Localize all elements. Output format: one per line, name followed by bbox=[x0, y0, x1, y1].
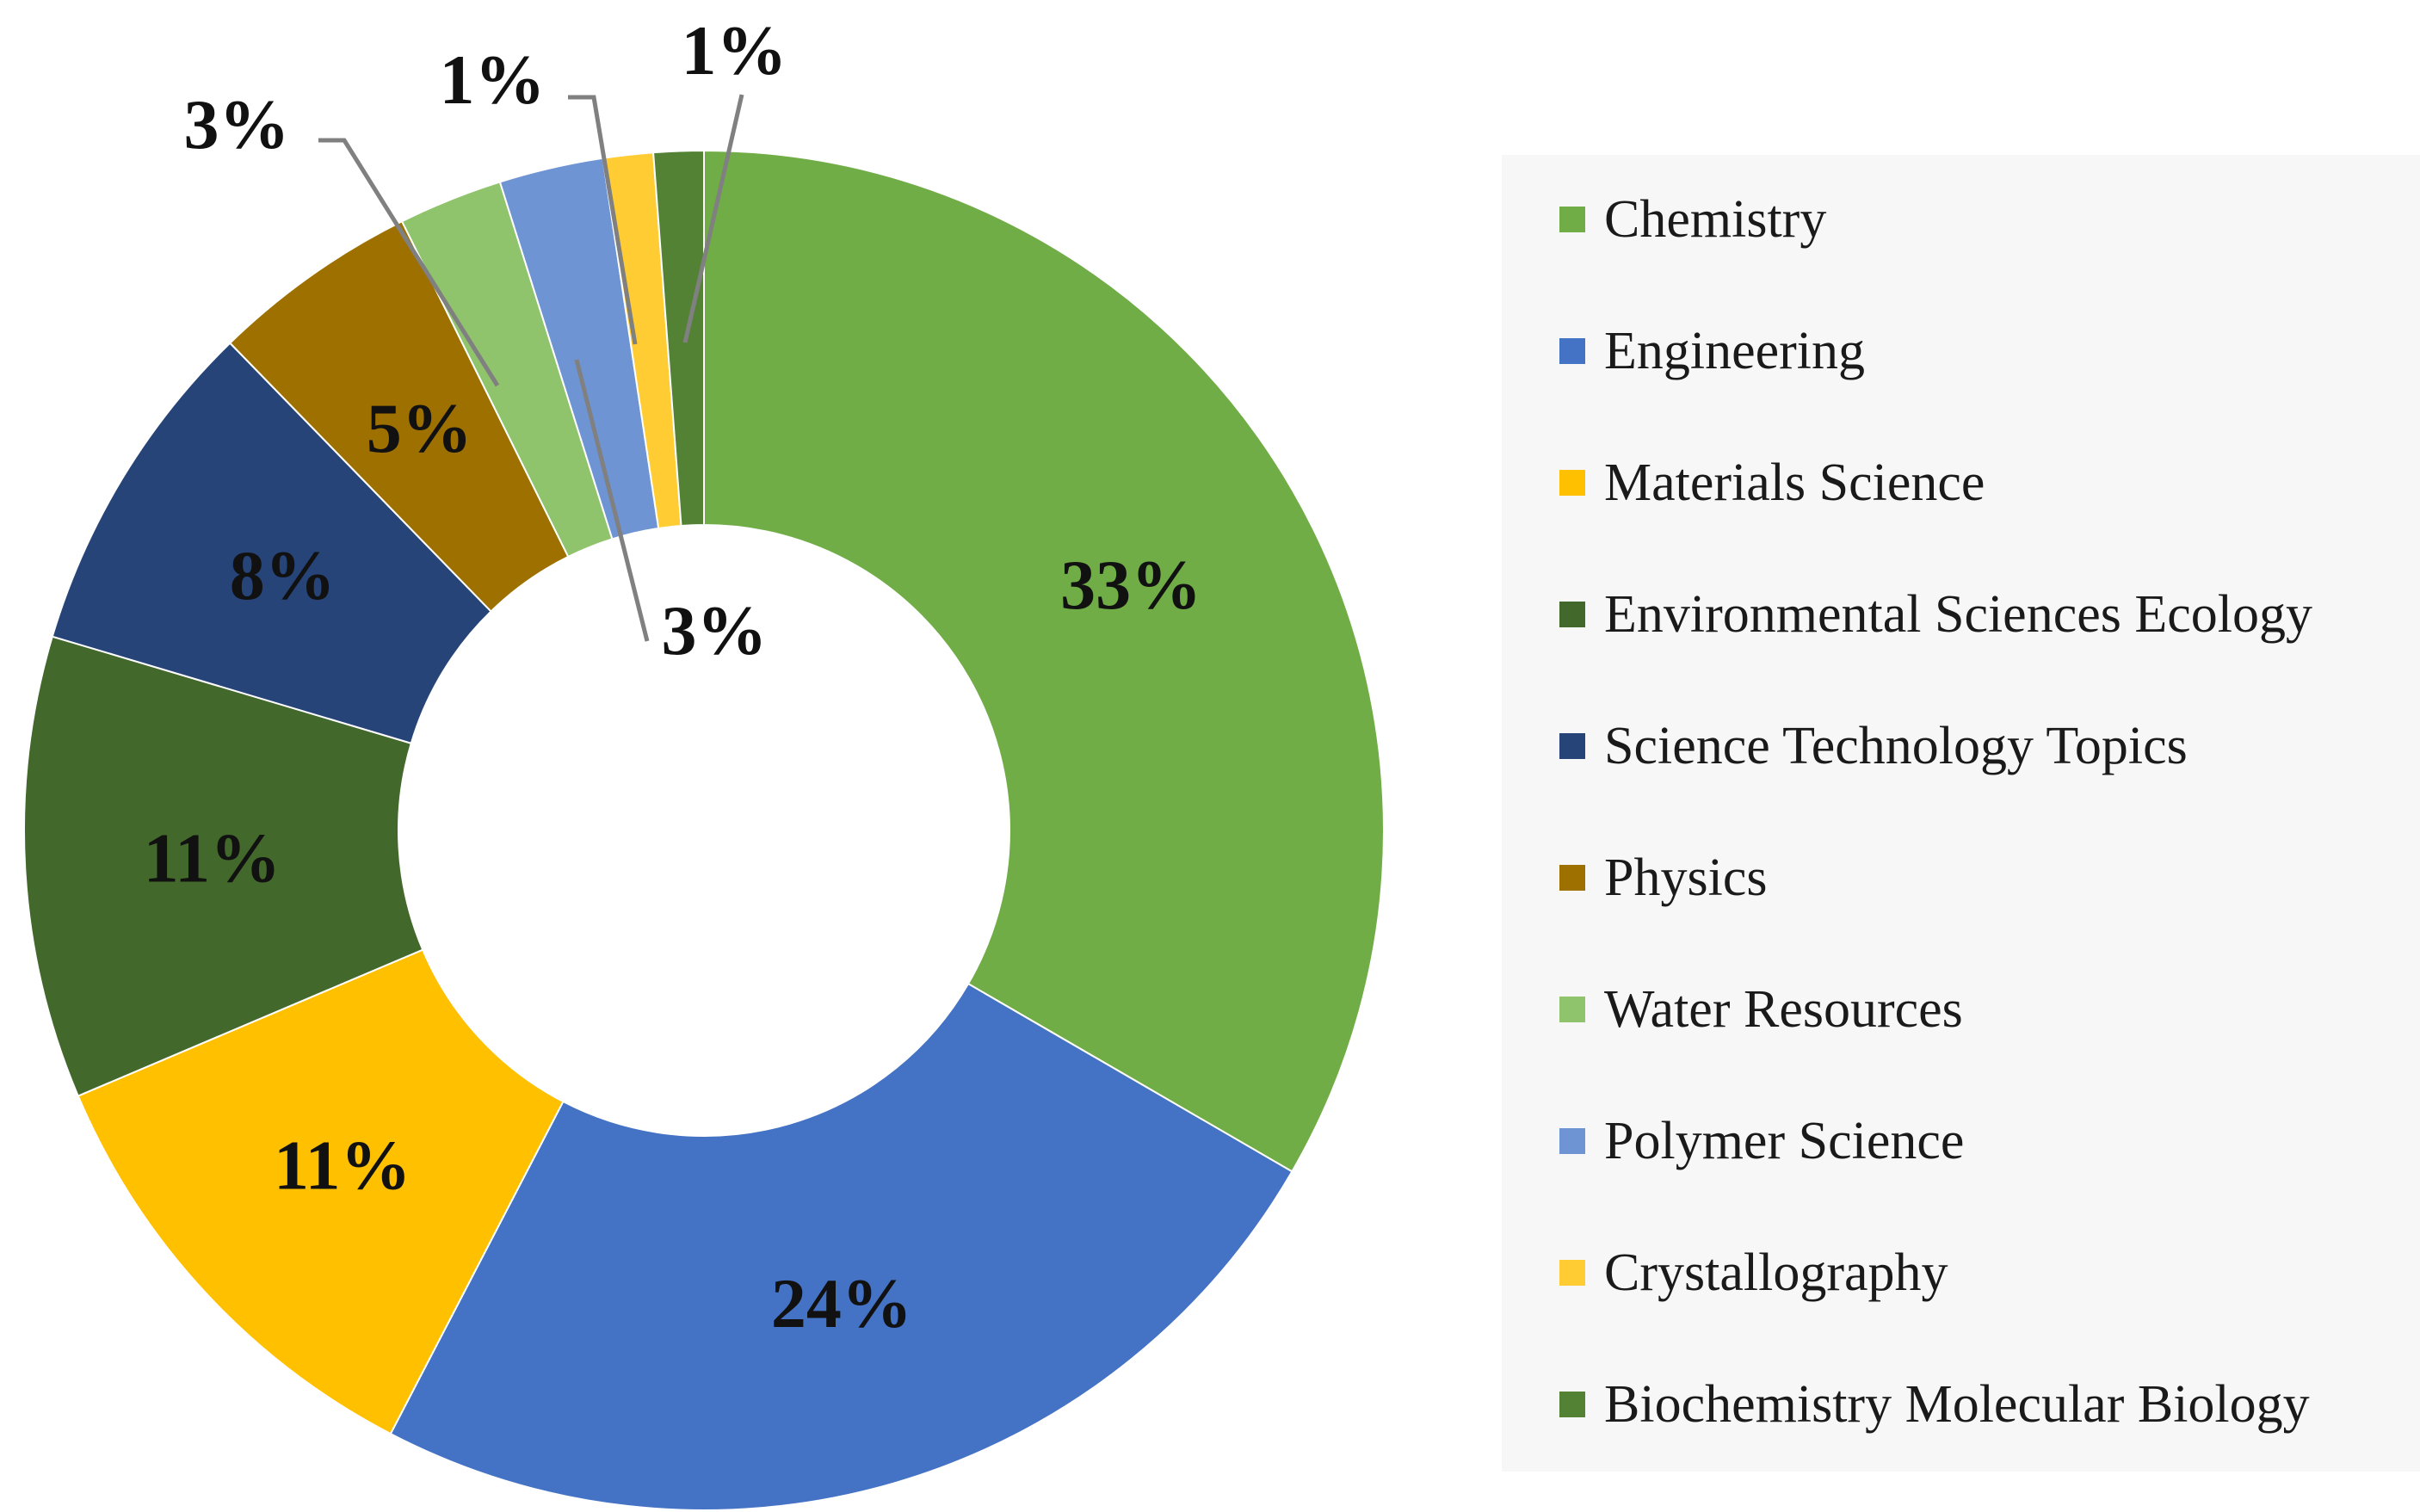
legend-swatch-chemistry bbox=[1559, 207, 1585, 232]
legend-label-materials-science: Materials Science bbox=[1604, 454, 1985, 512]
legend-swatch-crystallography bbox=[1559, 1260, 1585, 1286]
data-label-physics: 5% bbox=[367, 389, 472, 467]
legend-swatch-science-technology-topics bbox=[1559, 733, 1585, 759]
data-label-water-resources: 3% bbox=[184, 85, 290, 164]
leader-line-polymer-science bbox=[574, 359, 650, 642]
legend-label-water-resources: Water Resources bbox=[1604, 980, 1963, 1039]
slice-materials-science bbox=[77, 948, 565, 1435]
legend-swatch-polymer-science bbox=[1559, 1128, 1585, 1154]
legend-label-physics: Physics bbox=[1604, 849, 1767, 907]
slice-biochemistry-molecular-biology bbox=[652, 149, 705, 528]
legend-swatch-physics bbox=[1559, 865, 1585, 891]
legend-swatch-materials-science bbox=[1559, 470, 1585, 496]
slice-engineering bbox=[389, 982, 1293, 1511]
leader-line-biochemistry-molecular-biology bbox=[682, 94, 744, 343]
legend-swatch-biochemistry-molecular-biology bbox=[1559, 1392, 1585, 1417]
leader-line-crystallography bbox=[568, 95, 638, 345]
legend-background bbox=[1502, 155, 2420, 1472]
data-label-engineering: 24% bbox=[771, 1264, 912, 1342]
legend-swatch-engineering bbox=[1559, 338, 1585, 364]
legend-label-crystallography: Crystallography bbox=[1604, 1244, 1948, 1302]
leader-lines bbox=[318, 94, 744, 642]
slice-science-technology-topics bbox=[51, 342, 492, 744]
legend-swatch-environmental-sciences-ecology bbox=[1559, 602, 1585, 627]
data-label-polymer-science: 3% bbox=[662, 591, 768, 670]
legend-label-biochemistry-molecular-biology: Biochemistry Molecular Biology bbox=[1604, 1375, 2310, 1434]
legend-label-chemistry: Chemistry bbox=[1604, 190, 1826, 249]
slice-chemistry bbox=[703, 149, 1385, 1173]
legend-label-engineering: Engineering bbox=[1604, 322, 1865, 380]
data-label-chemistry: 33% bbox=[1060, 546, 1201, 624]
legend-label-science-technology-topics: Science Technology Topics bbox=[1604, 717, 2188, 775]
data-labels: 33% 24% 11% 11% 8% 5% 3% 3% 1% 1% bbox=[144, 11, 1201, 1342]
slice-environmental-sciences-ecology bbox=[23, 635, 424, 1097]
legend: Chemistry Engineering Materials Science Env… bbox=[1502, 155, 2420, 1472]
leader-line-water-resources bbox=[318, 138, 500, 387]
data-label-materials-science: 11% bbox=[274, 1126, 411, 1204]
donut-slices bbox=[23, 149, 1385, 1511]
legend-label-polymer-science: Polymer Science bbox=[1604, 1112, 1964, 1170]
legend-swatch-water-resources bbox=[1559, 997, 1585, 1022]
data-label-science-technology-topics: 8% bbox=[230, 536, 336, 614]
legend-label-environmental-sciences-ecology: Environmental Sciences Ecology bbox=[1604, 585, 2312, 644]
data-label-biochemistry-molecular-biology: 1% bbox=[682, 11, 787, 89]
data-label-crystallography: 1% bbox=[440, 40, 546, 119]
data-label-environmental-sciences-ecology: 11% bbox=[144, 819, 281, 898]
